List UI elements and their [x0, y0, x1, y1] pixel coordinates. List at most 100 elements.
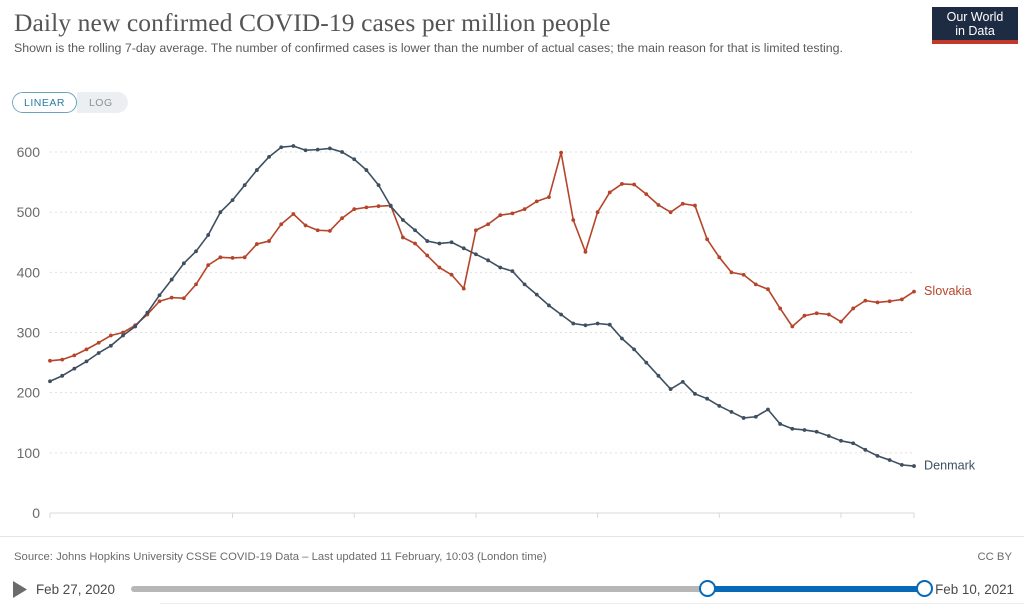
data-point[interactable]	[84, 359, 89, 364]
data-point[interactable]	[121, 333, 125, 338]
data-point[interactable]	[729, 410, 734, 414]
data-point[interactable]	[413, 241, 417, 246]
data-point[interactable]	[607, 322, 612, 327]
data-point[interactable]	[656, 203, 661, 207]
data-point[interactable]	[72, 353, 77, 358]
data-point[interactable]	[887, 458, 892, 462]
series-line-denmark[interactable]	[49, 145, 915, 467]
data-point[interactable]	[510, 211, 515, 216]
data-point[interactable]	[327, 146, 332, 151]
data-point[interactable]	[522, 207, 527, 212]
owid-logo[interactable]: Our World in Data	[932, 7, 1018, 44]
data-point[interactable]	[486, 222, 490, 227]
data-point[interactable]	[279, 222, 284, 227]
data-point[interactable]	[169, 277, 174, 282]
data-point[interactable]	[912, 464, 916, 468]
data-point[interactable]	[680, 379, 685, 384]
chart-plot-area[interactable]: 0 100 200 300 400 500 600 Dec 1, 2020Dec 16Dec…	[0, 118, 1024, 518]
data-point[interactable]	[717, 404, 722, 408]
data-point[interactable]	[388, 204, 393, 209]
data-point[interactable]	[364, 168, 369, 172]
data-point[interactable]	[571, 218, 576, 222]
data-point[interactable]	[851, 441, 856, 446]
data-point[interactable]	[461, 286, 466, 291]
data-point[interactable]	[851, 306, 856, 311]
data-point[interactable]	[693, 203, 697, 208]
data-point[interactable]	[449, 272, 454, 277]
data-point[interactable]	[194, 249, 198, 254]
data-point[interactable]	[875, 453, 880, 458]
data-point[interactable]	[303, 148, 308, 153]
data-point[interactable]	[644, 192, 649, 197]
timeline-slider[interactable]	[130, 579, 934, 599]
data-point[interactable]	[534, 199, 539, 204]
data-point[interactable]	[753, 414, 758, 419]
data-point[interactable]	[790, 324, 795, 329]
data-point[interactable]	[474, 252, 478, 257]
data-point[interactable]	[547, 303, 551, 308]
scale-linear-button[interactable]: LINEAR	[12, 92, 77, 113]
data-point[interactable]	[680, 201, 685, 206]
timeline-handle-end[interactable]	[916, 580, 934, 597]
data-point[interactable]	[620, 182, 624, 186]
data-point[interactable]	[181, 261, 186, 266]
data-point[interactable]	[218, 255, 223, 260]
data-point[interactable]	[863, 298, 868, 303]
data-point[interactable]	[899, 297, 904, 302]
data-point[interactable]	[863, 447, 868, 452]
data-point[interactable]	[230, 256, 235, 260]
timeline-selected-range[interactable]	[706, 586, 926, 592]
data-point[interactable]	[315, 228, 320, 233]
data-point[interactable]	[242, 255, 247, 260]
data-point[interactable]	[559, 312, 563, 317]
data-point[interactable]	[571, 321, 576, 326]
data-point[interactable]	[778, 422, 783, 426]
data-point[interactable]	[279, 145, 284, 150]
data-point[interactable]	[303, 223, 308, 228]
data-point[interactable]	[133, 324, 138, 329]
data-point[interactable]	[802, 313, 807, 318]
data-point[interactable]	[826, 312, 831, 317]
series-labels-group[interactable]: Slovakia Denmark	[924, 284, 976, 472]
data-point[interactable]	[595, 210, 600, 215]
data-point[interactable]	[291, 212, 296, 216]
data-point[interactable]	[583, 250, 588, 254]
data-point[interactable]	[729, 270, 734, 275]
data-point[interactable]	[778, 306, 783, 311]
data-point[interactable]	[425, 253, 430, 258]
data-point[interactable]	[413, 228, 417, 233]
series-label-slovakia[interactable]: Slovakia	[924, 284, 972, 298]
data-point[interactable]	[157, 293, 162, 298]
data-point[interactable]	[498, 213, 503, 218]
data-point[interactable]	[60, 357, 65, 362]
data-point[interactable]	[181, 296, 186, 301]
license-note[interactable]: CC BY	[977, 551, 1012, 563]
data-point[interactable]	[474, 228, 478, 233]
source-note[interactable]: Source: Johns Hopkins University CSSE CO…	[14, 551, 547, 563]
data-point[interactable]	[352, 207, 357, 212]
data-point[interactable]	[814, 311, 819, 316]
data-point[interactable]	[912, 289, 916, 294]
data-point[interactable]	[547, 195, 551, 200]
series-label-denmark[interactable]: Denmark	[924, 458, 976, 472]
data-point[interactable]	[327, 228, 332, 233]
data-point[interactable]	[121, 330, 125, 335]
data-point[interactable]	[802, 428, 807, 432]
data-point[interactable]	[510, 269, 515, 274]
data-point[interactable]	[766, 287, 770, 292]
data-point[interactable]	[352, 157, 357, 162]
data-point[interactable]	[145, 310, 150, 315]
data-point[interactable]	[741, 272, 746, 277]
data-point[interactable]	[534, 292, 539, 297]
data-point[interactable]	[668, 210, 673, 215]
data-point[interactable]	[705, 237, 710, 242]
data-point[interactable]	[632, 182, 637, 187]
data-point[interactable]	[267, 154, 271, 159]
data-point[interactable]	[48, 379, 52, 384]
data-point[interactable]	[376, 183, 381, 188]
data-point[interactable]	[741, 416, 746, 420]
timeline-track[interactable]	[130, 586, 926, 592]
data-point[interactable]	[753, 282, 758, 287]
data-point[interactable]	[875, 300, 880, 305]
data-point[interactable]	[814, 429, 819, 434]
